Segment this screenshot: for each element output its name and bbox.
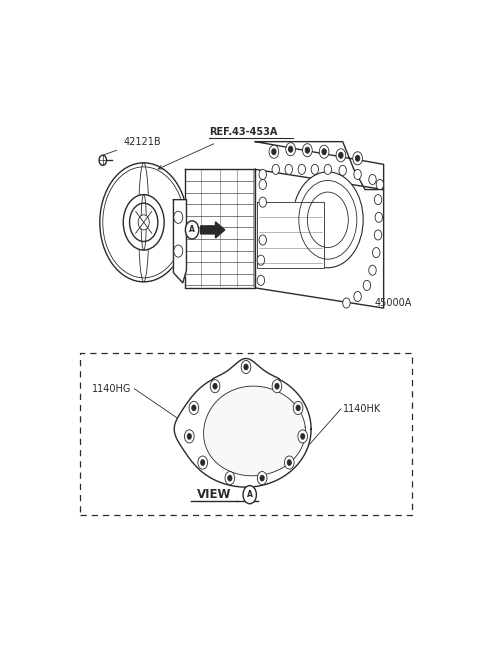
- Text: 1140HG: 1140HG: [92, 384, 131, 394]
- Circle shape: [130, 203, 158, 242]
- Circle shape: [363, 280, 371, 290]
- Circle shape: [275, 383, 279, 389]
- Circle shape: [259, 235, 266, 245]
- Circle shape: [355, 155, 360, 161]
- Circle shape: [298, 430, 308, 443]
- Circle shape: [336, 149, 346, 162]
- Circle shape: [354, 291, 361, 301]
- Circle shape: [322, 149, 326, 155]
- Circle shape: [241, 360, 251, 373]
- Text: 1140HK: 1140HK: [343, 404, 381, 414]
- Circle shape: [287, 460, 291, 466]
- Circle shape: [244, 364, 248, 370]
- Circle shape: [228, 475, 232, 481]
- Circle shape: [369, 265, 376, 275]
- Circle shape: [213, 383, 217, 389]
- Circle shape: [353, 152, 362, 165]
- Polygon shape: [257, 202, 324, 268]
- Circle shape: [257, 472, 267, 485]
- Circle shape: [324, 164, 332, 174]
- Polygon shape: [255, 141, 384, 189]
- Circle shape: [260, 475, 264, 481]
- Circle shape: [185, 221, 199, 239]
- Circle shape: [243, 485, 256, 504]
- Polygon shape: [185, 170, 255, 288]
- Circle shape: [192, 405, 196, 411]
- Polygon shape: [204, 386, 305, 476]
- Circle shape: [300, 434, 305, 440]
- Circle shape: [174, 245, 183, 257]
- Circle shape: [257, 275, 264, 286]
- Text: 45000A: 45000A: [374, 298, 412, 308]
- Circle shape: [343, 298, 350, 308]
- Circle shape: [305, 147, 310, 153]
- Circle shape: [210, 380, 220, 393]
- Circle shape: [369, 174, 376, 185]
- Text: 42121B: 42121B: [123, 137, 161, 147]
- Circle shape: [272, 380, 282, 393]
- Circle shape: [338, 152, 343, 159]
- Circle shape: [285, 456, 294, 469]
- Circle shape: [184, 430, 194, 443]
- Circle shape: [293, 402, 303, 415]
- Circle shape: [354, 170, 361, 179]
- Circle shape: [376, 179, 384, 189]
- Circle shape: [174, 212, 183, 223]
- Circle shape: [257, 255, 264, 265]
- Circle shape: [189, 402, 199, 415]
- Circle shape: [272, 164, 279, 174]
- Circle shape: [302, 143, 312, 157]
- Circle shape: [372, 248, 380, 257]
- Circle shape: [374, 195, 382, 204]
- Circle shape: [286, 143, 296, 156]
- Polygon shape: [201, 222, 225, 238]
- Circle shape: [259, 197, 266, 207]
- Circle shape: [296, 405, 300, 411]
- Text: REF.43-453A: REF.43-453A: [209, 126, 277, 136]
- Polygon shape: [173, 200, 186, 283]
- Text: A: A: [189, 225, 195, 234]
- Circle shape: [375, 212, 383, 222]
- Circle shape: [187, 434, 192, 440]
- Circle shape: [123, 195, 164, 250]
- Circle shape: [259, 170, 266, 179]
- Polygon shape: [255, 170, 384, 308]
- Circle shape: [198, 456, 207, 469]
- Circle shape: [339, 165, 347, 176]
- Circle shape: [292, 172, 363, 268]
- Text: VIEW: VIEW: [197, 488, 232, 501]
- Text: A: A: [247, 490, 252, 499]
- Circle shape: [298, 164, 306, 174]
- Circle shape: [285, 164, 292, 174]
- Circle shape: [269, 145, 279, 159]
- Circle shape: [259, 179, 266, 189]
- Circle shape: [225, 472, 235, 485]
- Circle shape: [138, 215, 149, 230]
- Circle shape: [319, 145, 329, 159]
- Circle shape: [201, 460, 205, 466]
- Circle shape: [288, 146, 293, 152]
- Circle shape: [374, 230, 382, 240]
- Circle shape: [272, 149, 276, 155]
- Circle shape: [311, 164, 319, 174]
- Circle shape: [99, 155, 107, 165]
- Circle shape: [100, 163, 188, 282]
- Polygon shape: [174, 358, 311, 487]
